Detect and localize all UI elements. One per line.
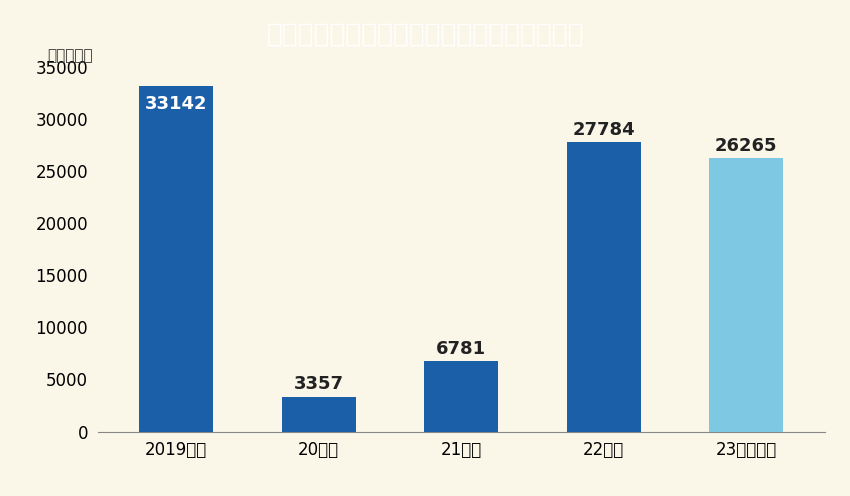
Text: 3357: 3357	[293, 375, 343, 393]
Text: 26265: 26265	[715, 137, 778, 155]
Bar	[567, 142, 641, 432]
Bar	[424, 361, 498, 432]
Text: 27784: 27784	[572, 121, 635, 139]
Bar	[139, 86, 213, 432]
Text: 日本年金機構が差し押さえ執行した事業所数: 日本年金機構が差し押さえ執行した事業所数	[266, 22, 584, 48]
Text: 33142: 33142	[144, 95, 207, 113]
Text: 6781: 6781	[436, 340, 486, 358]
Text: （事業所）: （事業所）	[47, 48, 93, 63]
Bar	[709, 158, 783, 432]
Bar	[281, 397, 355, 432]
